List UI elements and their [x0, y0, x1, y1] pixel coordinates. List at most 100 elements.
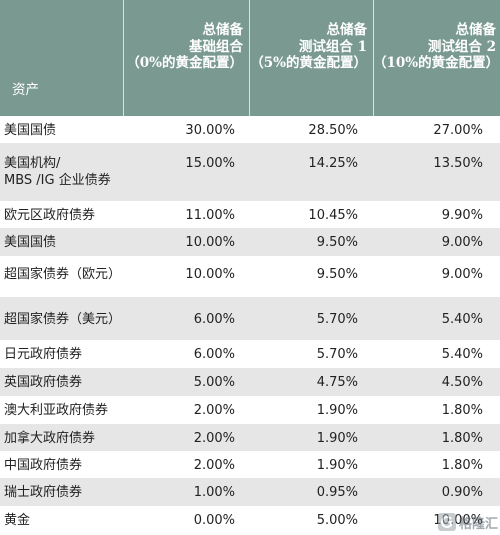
watermark: 格隆汇 — [437, 511, 498, 533]
base-allocation: 1.00% — [193, 485, 235, 500]
asset-name: 瑞士政府债券 — [0, 478, 160, 506]
test1-allocation: 5.70% — [316, 312, 358, 327]
asset-name: 美国国债 — [0, 116, 160, 143]
watermark-text: 格隆汇 — [458, 516, 498, 532]
asset-name-line: 美国国债 — [4, 235, 57, 250]
table-row: 美国国债 30.00% 28.50% 27.00% — [0, 116, 500, 143]
table-header: 资产 总储备 基础组合 （0%的黄金配置） 总储备 测试组合 1 （5%的黄金配… — [0, 0, 500, 116]
asset-name: 英国政府债券 — [0, 368, 160, 396]
asset-name: 欧元区政府债券 — [0, 201, 160, 228]
table-row: 美国机构/MBS /IG 企业债券 15.00% 14.25% 13.50% — [0, 143, 500, 201]
column-divider — [373, 0, 374, 116]
base-allocation: 10.00% — [185, 235, 235, 250]
asset-name-line: 英国政府债券 — [4, 375, 83, 390]
table-row: 美国国债 10.00% 9.50% 9.00% — [0, 228, 500, 256]
test1-allocation: 4.75% — [316, 375, 358, 390]
test2-allocation: 27.00% — [433, 123, 483, 138]
asset-name-line: 欧元区政府债券 — [4, 208, 96, 223]
header-line: 总储备 — [455, 22, 497, 38]
asset-name: 美国国债 — [0, 228, 160, 256]
test1-allocation: 1.90% — [316, 403, 358, 418]
table-row: 澳大利亚政府债券 2.00% 1.90% 1.80% — [0, 396, 500, 424]
base-allocation: 2.00% — [193, 403, 235, 418]
base-allocation: 6.00% — [193, 312, 235, 327]
header-test-portfolio-2: 总储备 测试组合 2 （10%的黄金配置） — [373, 0, 500, 116]
table-row: 超国家债券（欧元） 10.00% 9.50% 9.00% — [0, 256, 500, 297]
base-allocation: 2.00% — [193, 458, 235, 473]
test2-allocation: 5.40% — [441, 347, 483, 362]
test1-allocation: 9.50% — [316, 235, 358, 250]
base-allocation: 30.00% — [185, 123, 235, 138]
test1-allocation: 5.70% — [316, 347, 358, 362]
asset-name: 澳大利亚政府债券 — [0, 396, 160, 424]
asset-name: 黄金 — [0, 506, 160, 535]
test2-allocation: 4.50% — [441, 375, 483, 390]
asset-name: 超国家债券（欧元） — [0, 256, 160, 297]
test1-allocation: 5.00% — [316, 513, 358, 528]
table-row: 超国家债券（美元） 6.00% 5.70% 5.40% — [0, 297, 500, 340]
base-allocation: 0.00% — [193, 513, 235, 528]
test2-allocation: 1.80% — [441, 403, 483, 418]
test2-allocation: 9.90% — [441, 208, 483, 223]
asset-name-line: MBS /IG 企业债券 — [4, 173, 111, 188]
test1-allocation: 28.50% — [308, 123, 358, 138]
table-row: 日元政府债券 6.00% 5.70% 5.40% — [0, 340, 500, 368]
test2-allocation: 5.40% — [441, 312, 483, 327]
header-line: 总储备 — [326, 22, 368, 38]
test2-allocation: 9.00% — [441, 267, 483, 282]
asset-name: 日元政府债券 — [0, 340, 160, 368]
table-row: 英国政府债券 5.00% 4.75% 4.50% — [0, 368, 500, 396]
asset-name: 加拿大政府债券 — [0, 424, 160, 451]
asset-name: 中国政府债券 — [0, 451, 160, 478]
test1-allocation: 14.25% — [308, 156, 358, 171]
test1-allocation: 1.90% — [316, 458, 358, 473]
base-allocation: 2.00% — [193, 431, 235, 446]
test1-allocation: 1.90% — [316, 431, 358, 446]
header-line: （10%的黄金配置） — [373, 55, 500, 71]
table-row: 加拿大政府债券 2.00% 1.90% 1.80% — [0, 424, 500, 451]
asset-name-line: 美国机构/ — [4, 156, 61, 171]
header-line: （0%的黄金配置） — [126, 55, 243, 71]
asset-name-line: 中国政府债券 — [4, 458, 83, 473]
header-line: （5%的黄金配置） — [250, 55, 367, 71]
asset-name-line: 超国家债券（美元） — [4, 312, 122, 327]
asset-name-line: 黄金 — [4, 513, 31, 528]
test2-allocation: 13.50% — [433, 156, 483, 171]
base-allocation: 6.00% — [193, 347, 235, 362]
header-asset-label: 资产 — [12, 82, 39, 98]
base-allocation: 15.00% — [185, 156, 235, 171]
asset-name-line: 美国国债 — [4, 123, 57, 138]
asset-name: 超国家债券（美元） — [0, 297, 160, 340]
test2-allocation: 1.80% — [441, 431, 483, 446]
column-divider — [249, 0, 250, 116]
test2-allocation: 9.00% — [441, 235, 483, 250]
test1-allocation: 9.50% — [316, 267, 358, 282]
base-allocation: 10.00% — [185, 267, 235, 282]
test1-allocation: 10.45% — [308, 208, 358, 223]
asset-name-line: 澳大利亚政府债券 — [4, 403, 109, 418]
test1-allocation: 0.95% — [316, 485, 358, 500]
header-line: 测试组合 2 — [427, 38, 496, 55]
gelonghui-logo-icon — [437, 513, 456, 531]
table-row: 瑞士政府债券 1.00% 0.95% 0.90% — [0, 478, 500, 506]
table-row: 欧元区政府债券 11.00% 10.45% 9.90% — [0, 201, 500, 228]
asset-name-line: 日元政府债券 — [4, 347, 83, 362]
asset-name-line: 瑞士政府债券 — [4, 485, 83, 500]
asset-name: 美国机构/MBS /IG 企业债券 — [0, 143, 160, 201]
header-line: 基础组合 — [189, 38, 243, 55]
base-allocation: 11.00% — [185, 208, 235, 223]
asset-name-line: 加拿大政府债券 — [4, 431, 96, 446]
header-test-portfolio-1: 总储备 测试组合 1 （5%的黄金配置） — [249, 0, 373, 116]
asset-name-line: 超国家债券（欧元） — [4, 267, 122, 282]
column-divider — [123, 0, 124, 116]
header-line: 总储备 — [202, 22, 244, 38]
test2-allocation: 0.90% — [441, 485, 483, 500]
test2-allocation: 1.80% — [441, 458, 483, 473]
table-row: 中国政府债券 2.00% 1.90% 1.80% — [0, 451, 500, 478]
table-row: 黄金 0.00% 5.00% 10.00% — [0, 506, 500, 535]
header-base-portfolio: 总储备 基础组合 （0%的黄金配置） — [123, 0, 249, 116]
header-line: 测试组合 1 — [298, 38, 367, 55]
base-allocation: 5.00% — [193, 375, 235, 390]
header-asset: 资产 — [0, 0, 123, 116]
